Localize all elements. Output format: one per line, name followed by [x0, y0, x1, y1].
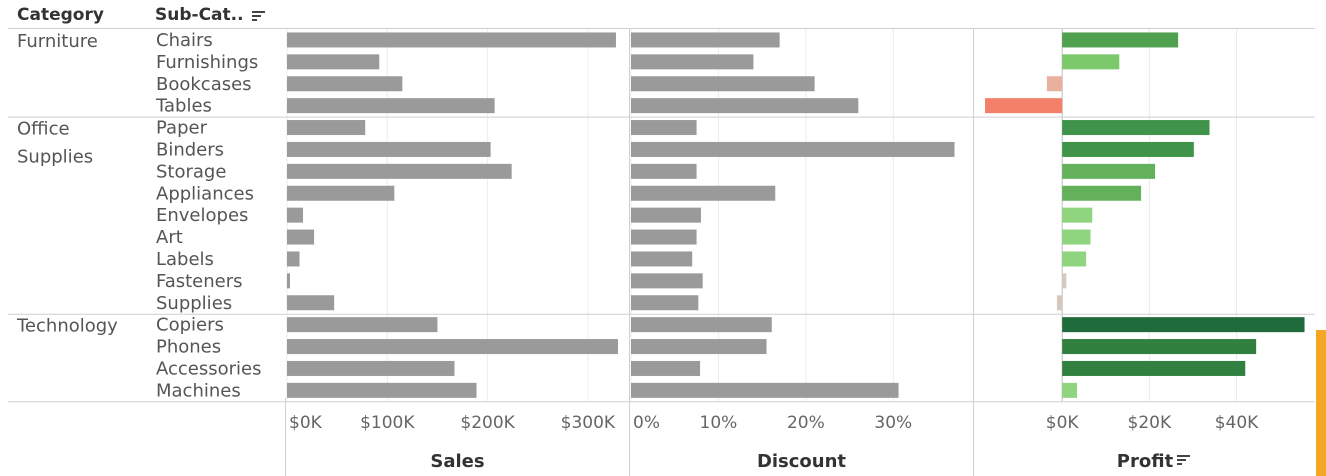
discount-tick-label: 0% — [633, 413, 660, 433]
discount-bar[interactable] — [631, 251, 693, 267]
subcategory-label: Supplies — [156, 293, 232, 314]
profit-sort-icon[interactable] — [1177, 455, 1190, 457]
sales-bar[interactable] — [287, 163, 512, 179]
profit-bar[interactable] — [1062, 163, 1156, 179]
profit-axis-title[interactable]: Profit — [1117, 451, 1174, 472]
sort-icon[interactable] — [252, 9, 266, 21]
profit-bar[interactable] — [1062, 54, 1120, 70]
discount-bar[interactable] — [631, 185, 776, 201]
category-label: Supplies — [17, 147, 93, 168]
profit-bar[interactable] — [1062, 273, 1067, 289]
discount-axis-title[interactable]: Discount — [757, 451, 846, 472]
discount-bar[interactable] — [631, 98, 859, 114]
profit-tick-label: $40K — [1215, 413, 1259, 433]
sales-bar[interactable] — [287, 229, 315, 245]
subcategory-label: Tables — [155, 96, 212, 117]
subcategory-label: Appliances — [156, 183, 254, 204]
profit-bar[interactable] — [985, 98, 1063, 114]
subcategory-label: Binders — [156, 139, 224, 160]
discount-tick-label: 20% — [787, 413, 825, 433]
discount-bar[interactable] — [631, 163, 697, 179]
sales-axis-title[interactable]: Sales — [430, 451, 484, 472]
discount-bar[interactable] — [631, 339, 767, 355]
discount-bar[interactable] — [631, 382, 899, 398]
sales-bar[interactable] — [287, 185, 395, 201]
subcategory-label: Phones — [156, 337, 221, 358]
profit-bar[interactable] — [1062, 120, 1210, 136]
sales-bar[interactable] — [287, 76, 403, 92]
sales-tick-label: $300K — [561, 413, 616, 433]
profit-bar[interactable] — [1062, 251, 1087, 267]
profit-sort-icon[interactable] — [1177, 463, 1182, 465]
sales-bar[interactable] — [287, 54, 380, 70]
profit-bar[interactable] — [1062, 207, 1093, 223]
sales-bar[interactable] — [287, 317, 438, 333]
subcategory-label: Art — [156, 227, 183, 248]
profit-bar[interactable] — [1062, 32, 1179, 48]
discount-bar[interactable] — [631, 360, 701, 376]
profit-bar[interactable] — [1062, 339, 1257, 355]
subcategory-label: Copiers — [156, 315, 224, 336]
category-header[interactable]: Category — [17, 5, 104, 25]
profit-tick-label: $0K — [1046, 413, 1080, 433]
sales-bar[interactable] — [287, 251, 300, 267]
sales-tick-label: $200K — [460, 413, 515, 433]
profit-tick-label: $20K — [1128, 413, 1172, 433]
subcategory-label: Bookcases — [156, 74, 252, 95]
profit-bar[interactable] — [1062, 185, 1142, 201]
subcategory-label: Envelopes — [156, 205, 248, 226]
profit-bar[interactable] — [1062, 317, 1305, 333]
subcategory-header-label: Sub-Cat.. — [155, 5, 244, 25]
sales-bar[interactable] — [287, 120, 366, 136]
subcategory-label: Paper — [156, 118, 208, 139]
discount-bar[interactable] — [631, 141, 955, 157]
subcategory-label: Labels — [156, 249, 214, 270]
profit-bar[interactable] — [1046, 76, 1063, 92]
discount-tick-label: 30% — [874, 413, 912, 433]
subcategory-label: Fasteners — [156, 271, 243, 292]
sales-bar[interactable] — [287, 360, 455, 376]
profit-bar[interactable] — [1062, 229, 1091, 245]
subcategory-header[interactable]: Sub-Cat.. — [155, 5, 266, 25]
subcategory-label: Storage — [156, 161, 226, 182]
discount-bar[interactable] — [631, 120, 697, 136]
profit-sort-icon[interactable] — [1177, 459, 1186, 461]
profit-bar[interactable] — [1056, 295, 1063, 311]
profit-bar[interactable] — [1062, 382, 1077, 398]
sales-bar[interactable] — [287, 141, 491, 157]
sales-tick-label: $0K — [289, 413, 323, 433]
subcategory-label: Machines — [156, 380, 241, 401]
subcategory-label: Accessories — [156, 358, 262, 379]
profit-bar[interactable] — [1062, 141, 1194, 157]
discount-bar[interactable] — [631, 229, 697, 245]
sales-bar[interactable] — [287, 382, 477, 398]
sales-bar[interactable] — [287, 98, 495, 114]
sales-tick-label: $100K — [360, 413, 415, 433]
sales-bar[interactable] — [287, 295, 335, 311]
accent-edge — [1316, 330, 1326, 476]
discount-bar[interactable] — [631, 317, 772, 333]
category-header-label: Category — [17, 5, 104, 25]
subcategory-label: Chairs — [156, 30, 213, 51]
discount-tick-label: 10% — [700, 413, 738, 433]
discount-bar[interactable] — [631, 295, 699, 311]
discount-bar[interactable] — [631, 32, 780, 48]
category-label: Office — [17, 119, 70, 140]
subcategory-label: Furnishings — [156, 52, 258, 73]
category-label: Technology — [16, 316, 118, 337]
category-label: Furniture — [17, 31, 98, 52]
discount-bar[interactable] — [631, 54, 754, 70]
sales-bar[interactable] — [287, 273, 291, 289]
discount-bar[interactable] — [631, 207, 701, 223]
discount-bar[interactable] — [631, 273, 703, 289]
discount-bar[interactable] — [631, 76, 815, 92]
sales-bar[interactable] — [287, 339, 618, 355]
sales-bar[interactable] — [287, 207, 304, 223]
sales-bar[interactable] — [287, 32, 616, 48]
profit-bar[interactable] — [1062, 360, 1246, 376]
